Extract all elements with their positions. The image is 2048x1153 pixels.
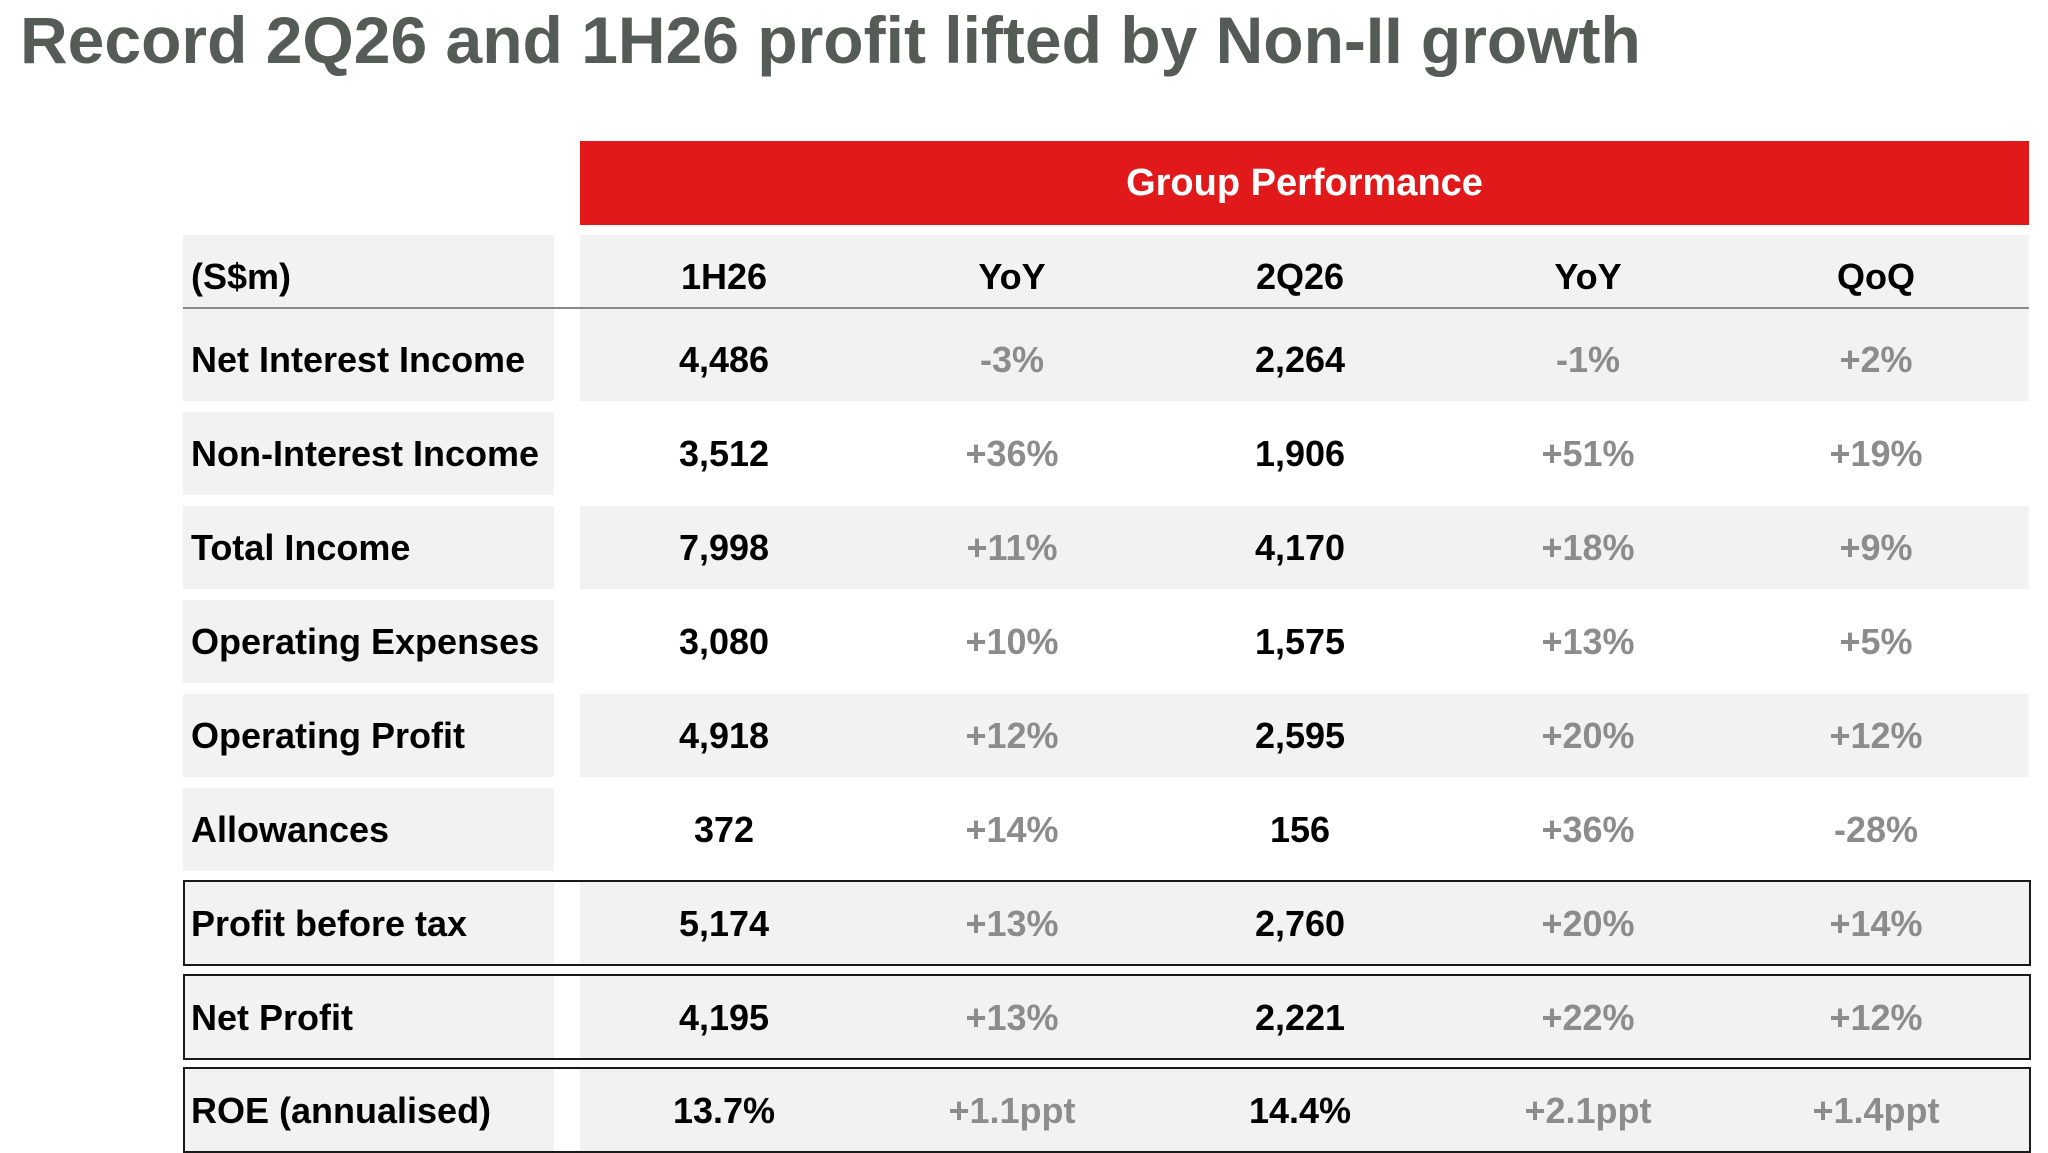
- value-1h26: 3,512: [678, 432, 770, 474]
- value-qoq: +19%: [1829, 432, 1923, 474]
- value-1h26-yoy: +14%: [965, 808, 1059, 850]
- column-header-row: (S$m) 1H26 YoY 2Q26 YoY QoQ: [0, 235, 2048, 318]
- table-row: Allowances 372 +14% 156 +36% -28%: [0, 788, 2048, 871]
- unit-label: (S$m): [183, 235, 554, 318]
- row-values: 5,174 +13% 2,760 +20% +14%: [580, 882, 2029, 965]
- row-values: 372 +14% 156 +36% -28%: [580, 788, 2029, 871]
- page-title: Record 2Q26 and 1H26 profit lifted by No…: [20, 3, 1641, 77]
- group-performance-header: Group Performance: [580, 141, 2029, 225]
- row-label: Operating Profit: [183, 694, 554, 777]
- row-label: Total Income: [183, 506, 554, 589]
- value-1h26-yoy: -3%: [979, 338, 1045, 380]
- column-header-1h26: 1H26: [680, 255, 768, 297]
- value-1h26: 372: [693, 808, 755, 850]
- value-2q26: 156: [1269, 808, 1331, 850]
- value-2q26-yoy: +22%: [1541, 996, 1635, 1038]
- value-2q26-yoy: +51%: [1541, 432, 1635, 474]
- value-2q26: 1,906: [1254, 432, 1346, 474]
- row-values: 4,486 -3% 2,264 -1% +2%: [580, 318, 2029, 401]
- row-label: Allowances: [183, 788, 554, 871]
- value-2q26-yoy: +13%: [1541, 620, 1635, 662]
- table-row: Net Profit 4,195 +13% 2,221 +22% +12%: [0, 976, 2048, 1059]
- value-1h26: 5,174: [678, 902, 770, 944]
- row-values: 3,512 +36% 1,906 +51% +19%: [580, 412, 2029, 495]
- value-qoq: -28%: [1833, 808, 1919, 850]
- row-values: 13.7% +1.1ppt 14.4% +2.1ppt +1.4ppt: [580, 1069, 2029, 1152]
- table-row: Total Income 7,998 +11% 4,170 +18% +9%: [0, 506, 2048, 589]
- value-qoq: +12%: [1829, 714, 1923, 756]
- value-1h26-yoy: +1.1ppt: [948, 1089, 1076, 1131]
- value-2q26: 2,221: [1254, 996, 1346, 1038]
- value-2q26-yoy: +2.1ppt: [1524, 1089, 1652, 1131]
- column-header-qoq: QoQ: [1837, 255, 1915, 297]
- value-2q26-yoy: +36%: [1541, 808, 1635, 850]
- table-row: Operating Expenses 3,080 +10% 1,575 +13%…: [0, 600, 2048, 683]
- value-1h26-yoy: +12%: [965, 714, 1059, 756]
- row-values: 4,918 +12% 2,595 +20% +12%: [580, 694, 2029, 777]
- table-row: Net Interest Income 4,486 -3% 2,264 -1% …: [0, 318, 2048, 401]
- value-1h26: 3,080: [678, 620, 770, 662]
- value-2q26: 14.4%: [1248, 1089, 1352, 1131]
- column-header-2q26: 2Q26: [1255, 255, 1345, 297]
- value-1h26-yoy: +10%: [965, 620, 1059, 662]
- value-1h26: 13.7%: [672, 1089, 776, 1131]
- value-qoq: +12%: [1829, 996, 1923, 1038]
- value-qoq: +14%: [1829, 902, 1923, 944]
- value-2q26: 4,170: [1254, 526, 1346, 568]
- value-1h26-yoy: +13%: [965, 996, 1059, 1038]
- value-qoq: +5%: [1839, 620, 1913, 662]
- column-header-2q26-yoy: YoY: [1554, 255, 1622, 297]
- value-2q26: 2,595: [1254, 714, 1346, 756]
- value-2q26: 2,760: [1254, 902, 1346, 944]
- row-label: Operating Expenses: [183, 600, 554, 683]
- column-header-cells: 1H26 YoY 2Q26 YoY QoQ: [580, 235, 2029, 318]
- table-row: Operating Profit 4,918 +12% 2,595 +20% +…: [0, 694, 2048, 777]
- value-2q26-yoy: +20%: [1541, 714, 1635, 756]
- value-qoq: +2%: [1839, 338, 1913, 380]
- row-label: Net Profit: [183, 976, 554, 1059]
- value-1h26: 4,195: [678, 996, 770, 1038]
- value-2q26: 1,575: [1254, 620, 1346, 662]
- value-2q26-yoy: -1%: [1555, 338, 1621, 380]
- row-label: ROE (annualised): [183, 1069, 554, 1152]
- row-values: 7,998 +11% 4,170 +18% +9%: [580, 506, 2029, 589]
- value-1h26-yoy: +13%: [965, 902, 1059, 944]
- value-2q26-yoy: +20%: [1541, 902, 1635, 944]
- row-label: Net Interest Income: [183, 318, 554, 401]
- row-label: Profit before tax: [183, 882, 554, 965]
- table-row: Non-Interest Income 3,512 +36% 1,906 +51…: [0, 412, 2048, 495]
- row-label: Non-Interest Income: [183, 412, 554, 495]
- value-2q26-yoy: +18%: [1541, 526, 1635, 568]
- value-1h26: 4,486: [678, 338, 770, 380]
- value-2q26: 2,264: [1254, 338, 1346, 380]
- value-1h26: 7,998: [678, 526, 770, 568]
- header-divider: [183, 307, 2029, 309]
- value-1h26-yoy: +36%: [965, 432, 1059, 474]
- table-row: Profit before tax 5,174 +13% 2,760 +20% …: [0, 882, 2048, 965]
- value-1h26: 4,918: [678, 714, 770, 756]
- table-row: ROE (annualised) 13.7% +1.1ppt 14.4% +2.…: [0, 1069, 2048, 1152]
- row-values: 3,080 +10% 1,575 +13% +5%: [580, 600, 2029, 683]
- value-qoq: +1.4ppt: [1812, 1089, 1940, 1131]
- row-values: 4,195 +13% 2,221 +22% +12%: [580, 976, 2029, 1059]
- value-qoq: +9%: [1839, 526, 1913, 568]
- column-header-1h26-yoy: YoY: [978, 255, 1046, 297]
- value-1h26-yoy: +11%: [966, 526, 1058, 568]
